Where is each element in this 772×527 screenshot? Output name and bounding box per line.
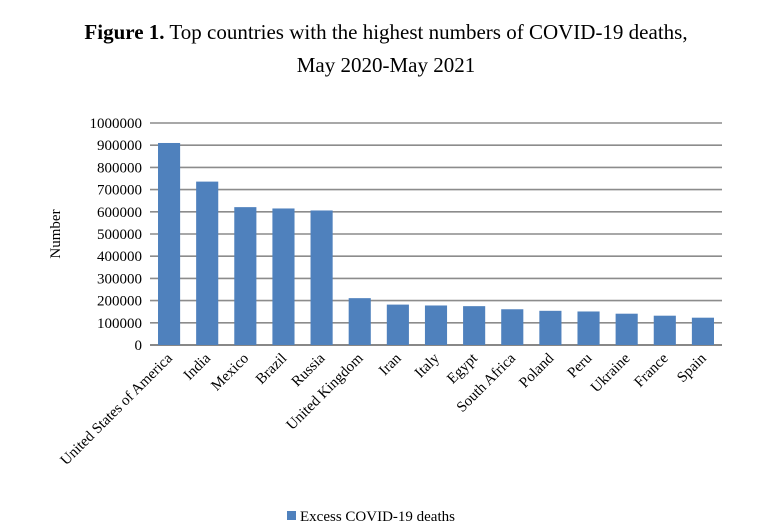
y-tick-label: 1000000 bbox=[90, 116, 143, 132]
bar-iran bbox=[386, 304, 409, 345]
y-axis-label: Number bbox=[48, 209, 64, 258]
x-tick-label: United States of America bbox=[58, 350, 176, 468]
y-tick-label: 300000 bbox=[97, 271, 142, 287]
x-tick-label: Italy bbox=[412, 350, 443, 381]
x-tick-label: Mexico bbox=[208, 351, 252, 395]
title-text: Top countries with the highest numbers o… bbox=[169, 20, 688, 44]
bar-united-kingdom bbox=[348, 298, 371, 345]
bar-italy bbox=[424, 305, 448, 345]
x-tick-label: Poland bbox=[516, 350, 557, 391]
bar-peru bbox=[577, 311, 600, 345]
y-tick-label: 100000 bbox=[97, 316, 142, 332]
legend-label: Excess COVID-19 deaths bbox=[300, 509, 455, 525]
y-tick-label: 700000 bbox=[97, 183, 142, 199]
x-tick-label: Peru bbox=[565, 350, 596, 381]
bar-egypt bbox=[463, 306, 486, 345]
bar-poland bbox=[539, 310, 562, 345]
x-tick-label: Brazil bbox=[253, 351, 290, 388]
x-tick-label: Ukraine bbox=[588, 350, 634, 396]
y-tick-label: 500000 bbox=[97, 227, 142, 243]
chart-title: Figure 1. Top countries with the highest… bbox=[0, 16, 772, 82]
y-tick-label: 600000 bbox=[97, 205, 142, 221]
bar-spain bbox=[691, 317, 714, 345]
x-tick-label: India bbox=[181, 350, 214, 383]
bar-mexico bbox=[234, 207, 257, 345]
y-tick-label: 200000 bbox=[97, 294, 142, 310]
y-tick-label: 900000 bbox=[97, 138, 142, 154]
legend-swatch bbox=[287, 511, 296, 520]
chart-subtitle: May 2020-May 2021 bbox=[296, 53, 476, 77]
bar-united-states-of-america bbox=[158, 142, 181, 345]
bar-india bbox=[196, 181, 219, 345]
bar-south-africa bbox=[501, 309, 524, 345]
bar-brazil bbox=[272, 208, 295, 345]
x-tick-label: France bbox=[631, 350, 671, 390]
figure-label: Figure 1. bbox=[84, 20, 165, 44]
bar-russia bbox=[310, 210, 333, 345]
x-tick-label: Iran bbox=[376, 350, 405, 379]
y-tick-label: 400000 bbox=[97, 249, 142, 265]
x-tick-label: Spain bbox=[674, 350, 710, 386]
bar-france bbox=[653, 315, 676, 345]
bar-ukraine bbox=[615, 313, 638, 345]
y-tick-label: 800000 bbox=[97, 160, 142, 176]
y-tick-label: 0 bbox=[135, 338, 143, 354]
